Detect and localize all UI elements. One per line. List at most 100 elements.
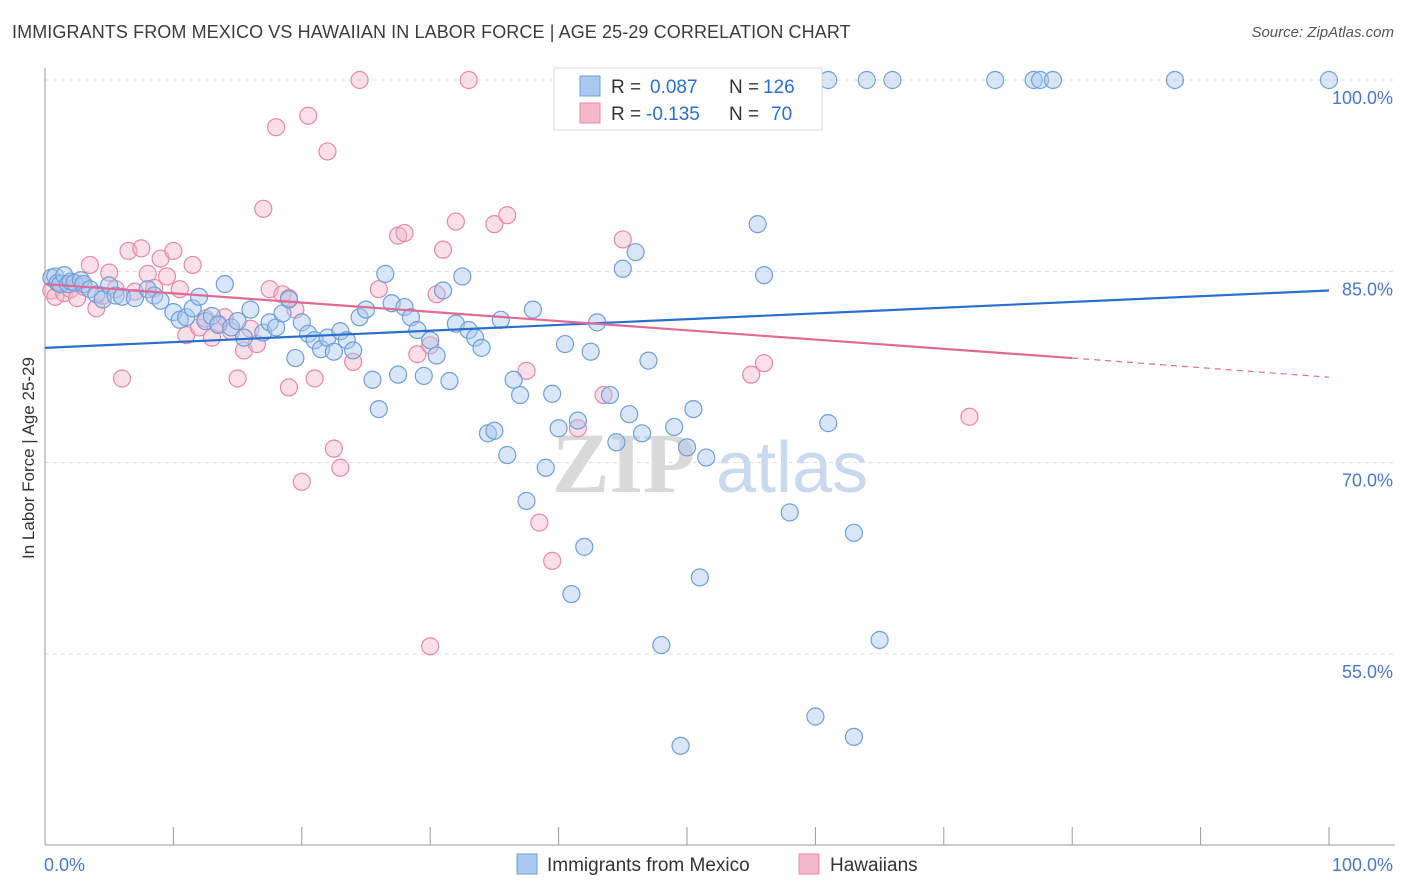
mexico-point-46 — [337, 331, 356, 350]
mexico-point-99 — [748, 215, 767, 234]
watermark-atlas: atlas — [716, 428, 868, 508]
mexico-point-51 — [369, 399, 388, 419]
legend-r-value-2: -0.135 — [646, 104, 700, 125]
mexico-point-30 — [228, 311, 247, 331]
tick-labels: 55.0% 70.0% 85.0% 100.0% 0.0% 100.0% — [44, 88, 1393, 875]
gridlines — [45, 79, 1395, 655]
mexico-point-24 — [189, 287, 209, 306]
mexico-trend-line — [44, 289, 1330, 349]
mexico-point-100 — [754, 266, 774, 285]
hawaiians-point-65 — [742, 365, 761, 384]
legend-swatch-mexico — [579, 75, 601, 97]
hawaiians-point-36 — [267, 118, 286, 137]
legend-n-label-2: N = — [729, 104, 759, 125]
hawaiians-point-66 — [754, 354, 774, 373]
hawaiians-point-19 — [157, 267, 177, 286]
mexico-point-98 — [697, 448, 716, 467]
mexico-point-92 — [652, 635, 671, 655]
y-tick-label-2: 85.0% — [1342, 279, 1393, 299]
mexico-point-14 — [106, 286, 125, 305]
mexico-point-59 — [421, 331, 440, 350]
mexico-point-80 — [562, 584, 581, 604]
mexico-point-49 — [356, 300, 376, 319]
mexico-point-88 — [620, 405, 639, 424]
mexico-point-70 — [491, 310, 510, 329]
hawaiians-point-68 — [421, 637, 440, 656]
mexico-point-114 — [986, 70, 1005, 90]
mexico-point-97 — [690, 568, 709, 587]
hawaiians-point-48 — [369, 280, 388, 299]
bottom-legend: Immigrants from Mexico Hawaiians — [516, 853, 918, 876]
mexico-point-103 — [819, 414, 838, 433]
mexico-point-39 — [292, 313, 311, 332]
legend-r-label-1: R = — [611, 77, 641, 98]
mexico-point-67 — [472, 338, 491, 357]
mexico-point-90 — [632, 424, 652, 443]
legend-swatch-hawaiians — [579, 102, 601, 124]
hawaiians-point-61 — [543, 551, 562, 570]
mexico-point-102 — [806, 707, 825, 726]
hawaiians-point-20 — [164, 241, 183, 261]
mexico-point-116 — [1030, 70, 1050, 90]
mexico-point-101 — [780, 503, 799, 522]
bottom-legend-hawaiians: Hawaiians — [830, 855, 918, 876]
hawaiians-point-42 — [305, 369, 324, 388]
mexico-point-47 — [344, 341, 363, 360]
mexico-point-118 — [1165, 70, 1185, 90]
mexico-points — [42, 70, 1339, 755]
mexico-point-79 — [555, 334, 575, 354]
hawaiians-point-45 — [331, 458, 350, 477]
mexico-point-61 — [433, 281, 453, 300]
mexico-point-91 — [639, 351, 658, 370]
hawaiians-point-43 — [318, 142, 337, 161]
mexico-point-26 — [202, 306, 222, 326]
mexico-point-78 — [549, 419, 568, 438]
hawaiians-point-59 — [517, 361, 536, 380]
mexico-point-32 — [241, 300, 260, 319]
mexico-point-82 — [575, 537, 594, 556]
mexico-point-37 — [279, 290, 299, 309]
mexico-point-117 — [1043, 70, 1063, 90]
hawaiians-point-47 — [350, 70, 369, 90]
mexico-point-44 — [324, 342, 343, 361]
mexico-point-85 — [600, 385, 620, 405]
mexico-point-95 — [677, 438, 697, 457]
mexico-point-106 — [870, 630, 889, 650]
hawaiians-point-34 — [254, 199, 273, 218]
mexico-point-115 — [1024, 70, 1043, 90]
hawaiians-point-23 — [183, 255, 202, 275]
mexico-point-105 — [844, 727, 864, 747]
mexico-point-77 — [543, 384, 562, 403]
mexico-point-62 — [440, 371, 459, 391]
hawaiians-point-7 — [80, 255, 100, 275]
mexico-point-86 — [607, 433, 626, 452]
legend-n-label-1: N = — [729, 77, 759, 98]
mexico-point-52 — [376, 264, 395, 283]
hawaiians-point-54 — [433, 240, 453, 259]
mexico-point-22 — [177, 308, 196, 327]
hawaiians-point-41 — [299, 106, 318, 125]
hawaiians-point-60 — [530, 513, 549, 532]
hawaiians-point-64 — [613, 230, 632, 249]
bottom-legend-swatch-mexico — [516, 853, 538, 875]
mexico-point-83 — [581, 342, 600, 361]
mexico-point-81 — [568, 411, 587, 430]
mexico-point-93 — [665, 417, 684, 437]
legend-n-value-1: 126 — [763, 77, 795, 98]
mexico-point-71 — [498, 445, 517, 465]
mexico-point-72 — [504, 370, 523, 389]
hawaiians-point-44 — [324, 439, 343, 458]
mexico-point-96 — [684, 399, 703, 419]
hawaiians-point-15 — [132, 239, 151, 258]
hawaiians-point-50 — [395, 223, 414, 243]
y-tick-label-3: 100.0% — [1332, 88, 1393, 108]
hawaiians-points — [42, 70, 979, 656]
hawaiians-point-52 — [421, 336, 440, 355]
hawaiians-point-56 — [459, 70, 478, 90]
hawaiians-point-67 — [960, 407, 979, 426]
hawaiians-point-62 — [568, 419, 587, 438]
chart-title: IMMIGRANTS FROM MEXICO VS HAWAIIAN IN LA… — [12, 22, 851, 42]
mexico-point-113 — [883, 70, 902, 90]
mexico-point-87 — [613, 259, 632, 278]
legend-r-value-1: 0.087 — [650, 77, 698, 98]
